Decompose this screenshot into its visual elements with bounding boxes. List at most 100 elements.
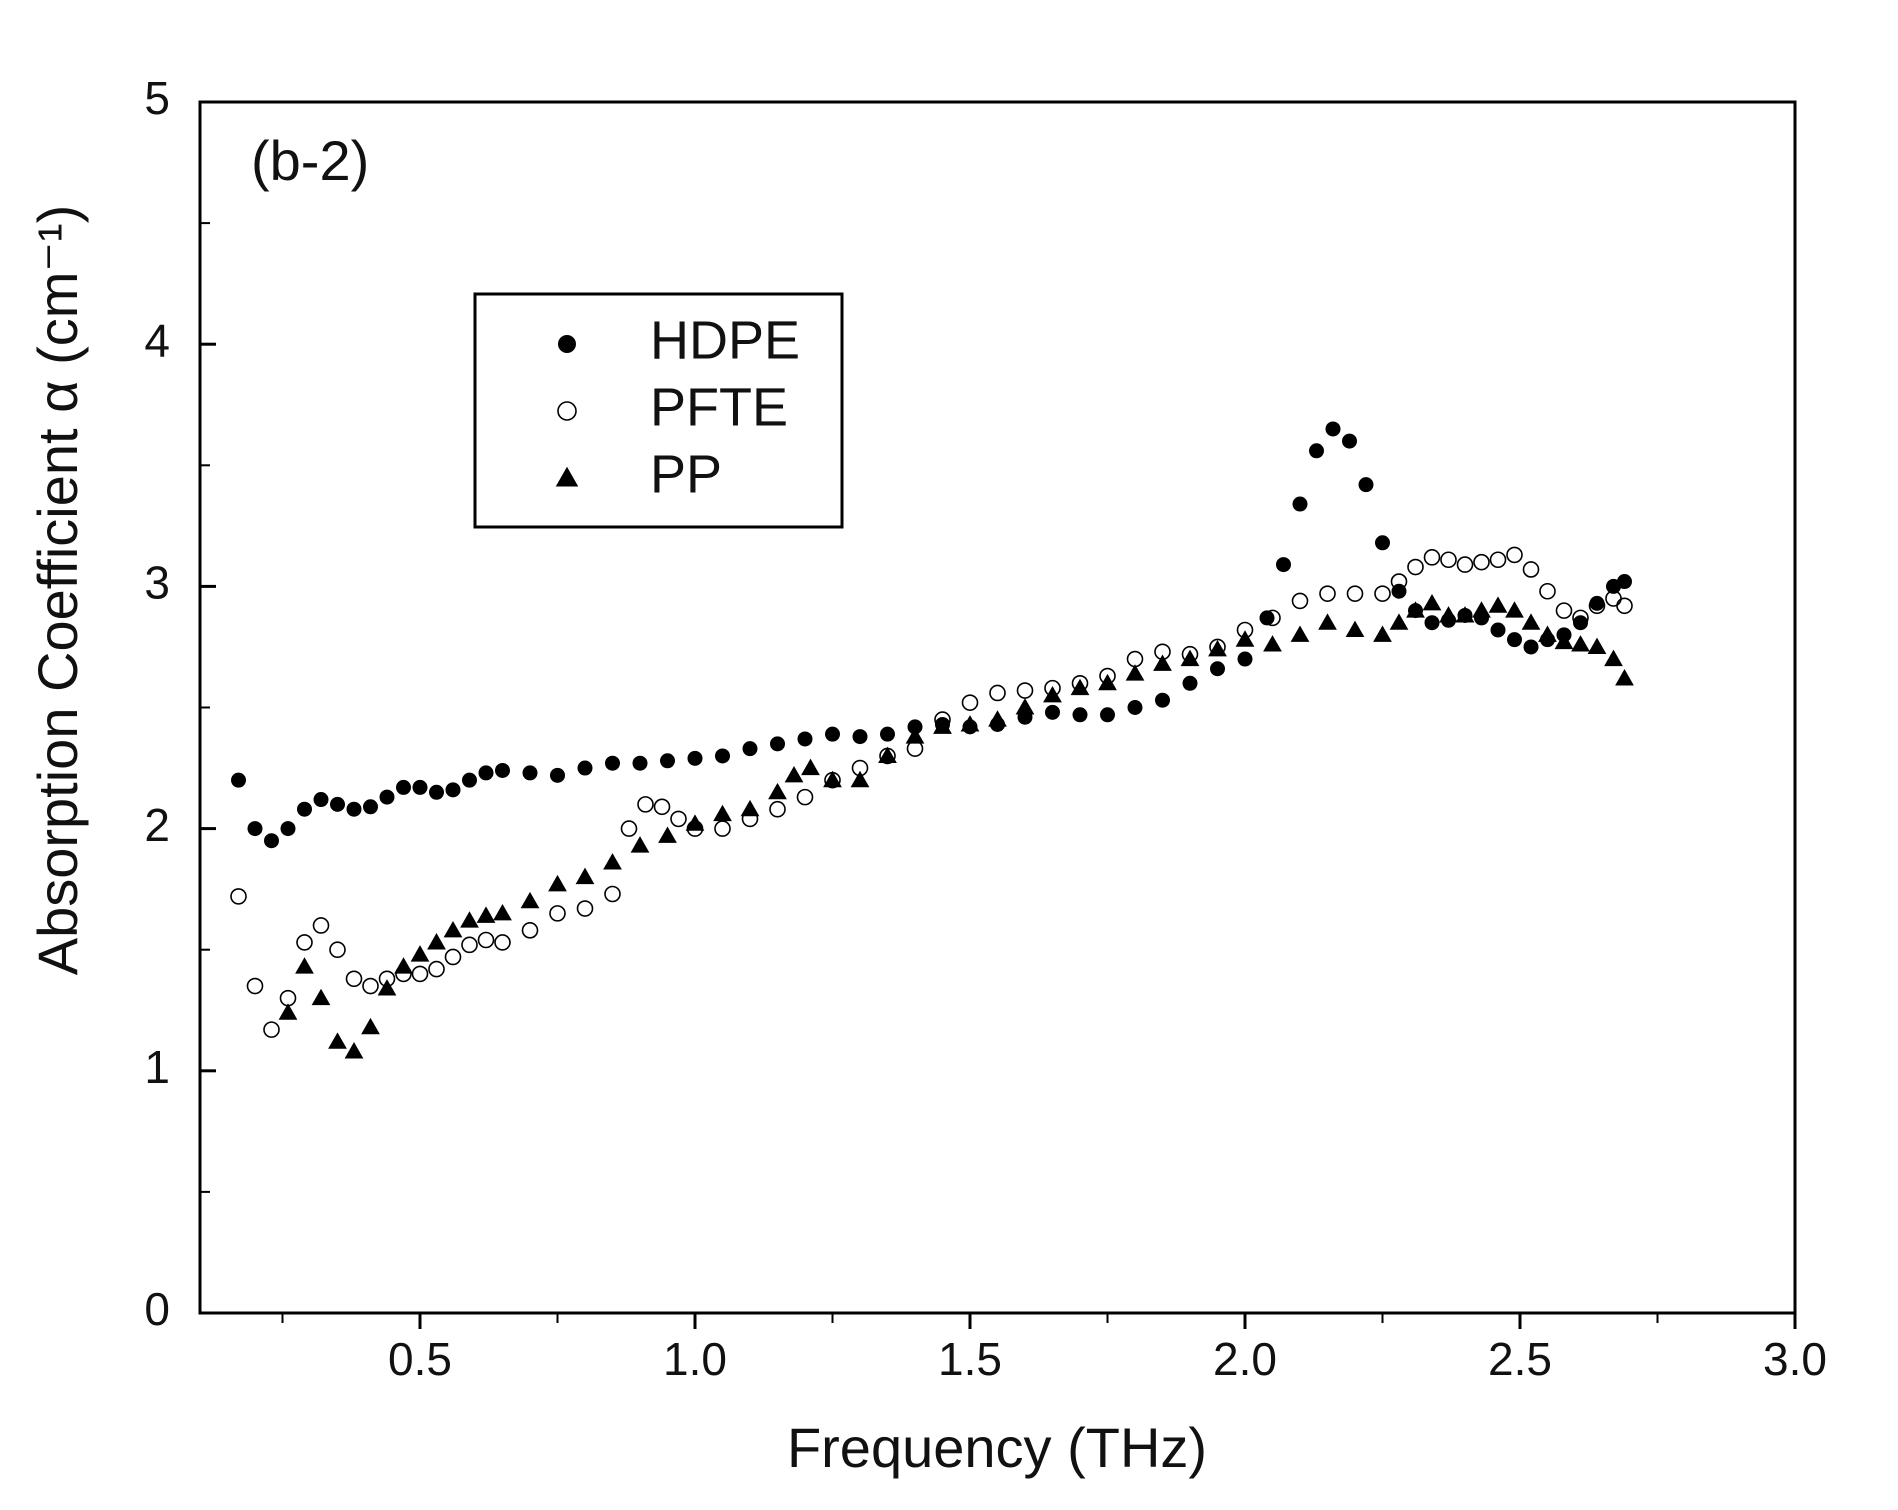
marker <box>461 936 478 954</box>
marker <box>410 945 430 962</box>
marker <box>933 717 952 734</box>
marker <box>1264 609 1281 627</box>
marker <box>1127 700 1143 715</box>
marker <box>1291 592 1309 610</box>
y-tick-label: 0 <box>144 1283 170 1335</box>
marker <box>412 779 428 795</box>
marker <box>603 853 622 870</box>
marker <box>548 874 567 892</box>
marker <box>769 800 786 818</box>
marker <box>1015 698 1035 715</box>
marker <box>495 762 510 778</box>
marker <box>658 826 677 843</box>
marker <box>263 1021 280 1038</box>
marker <box>1098 673 1117 691</box>
marker <box>850 770 870 788</box>
marker <box>1100 707 1115 723</box>
marker <box>653 798 671 816</box>
y-axis-title: Absorption Coefficient α (cm⁻¹) <box>26 205 89 976</box>
marker <box>549 905 566 922</box>
marker <box>989 684 1006 702</box>
marker <box>363 799 378 815</box>
marker <box>476 906 496 923</box>
marker <box>1180 649 1200 667</box>
y-tick-label: 3 <box>144 557 170 609</box>
marker <box>1604 649 1623 667</box>
marker <box>312 917 330 934</box>
y-tick-label: 2 <box>144 799 170 851</box>
marker <box>1472 601 1491 618</box>
marker <box>637 796 654 813</box>
marker <box>1390 573 1408 590</box>
marker <box>770 736 785 752</box>
marker <box>1571 635 1590 652</box>
marker <box>1043 686 1062 703</box>
marker <box>1276 557 1291 573</box>
marker <box>1617 574 1632 590</box>
marker <box>247 821 263 837</box>
marker <box>344 1042 364 1059</box>
marker <box>1455 606 1475 623</box>
legend-marker <box>555 466 579 487</box>
marker <box>1309 443 1324 459</box>
marker <box>577 760 593 776</box>
marker <box>1292 496 1308 512</box>
marker <box>1406 601 1425 618</box>
y-tick-label: 5 <box>144 72 170 124</box>
legend-marker <box>557 401 577 421</box>
marker <box>825 726 840 742</box>
marker <box>1263 635 1282 652</box>
x-tick-label: 2.0 <box>1213 1333 1277 1385</box>
marker <box>443 920 463 938</box>
marker <box>907 719 923 735</box>
legend-box <box>473 292 844 529</box>
marker <box>685 814 705 831</box>
marker <box>1615 669 1634 686</box>
marker <box>1346 585 1364 602</box>
marker <box>1070 678 1090 696</box>
marker <box>784 765 804 783</box>
marker <box>714 820 731 837</box>
marker <box>429 784 444 800</box>
marker <box>411 965 429 983</box>
x-tick-label: 2.5 <box>1488 1333 1552 1385</box>
marker <box>1182 675 1198 691</box>
marker <box>1208 639 1227 657</box>
marker <box>278 1003 298 1020</box>
marker <box>1488 596 1508 613</box>
marker <box>1573 615 1588 631</box>
marker <box>231 772 246 788</box>
marker <box>1422 593 1442 611</box>
marker <box>1473 553 1490 571</box>
marker <box>1490 622 1506 638</box>
marker <box>362 977 379 995</box>
marker <box>1318 613 1337 630</box>
marker <box>620 820 638 837</box>
marker <box>1373 625 1392 642</box>
marker <box>604 885 621 903</box>
marker <box>1423 549 1441 566</box>
marker <box>768 782 787 800</box>
marker <box>740 799 760 817</box>
plot-frame <box>198 100 1797 1315</box>
marker <box>796 788 814 806</box>
marker <box>1588 597 1606 615</box>
marker <box>880 726 895 742</box>
marker <box>550 767 565 783</box>
marker <box>1407 558 1424 576</box>
marker <box>1506 546 1523 564</box>
marker <box>460 911 479 928</box>
marker <box>1523 639 1539 655</box>
marker <box>988 710 1007 727</box>
marker <box>715 748 730 764</box>
marker <box>1290 625 1310 642</box>
marker <box>462 772 477 788</box>
x-tick-label: 0.5 <box>388 1333 452 1385</box>
marker <box>1424 615 1440 631</box>
marker <box>575 867 595 885</box>
marker <box>670 810 687 828</box>
marker <box>493 903 512 921</box>
marker <box>1539 582 1556 600</box>
marker <box>1375 535 1390 551</box>
